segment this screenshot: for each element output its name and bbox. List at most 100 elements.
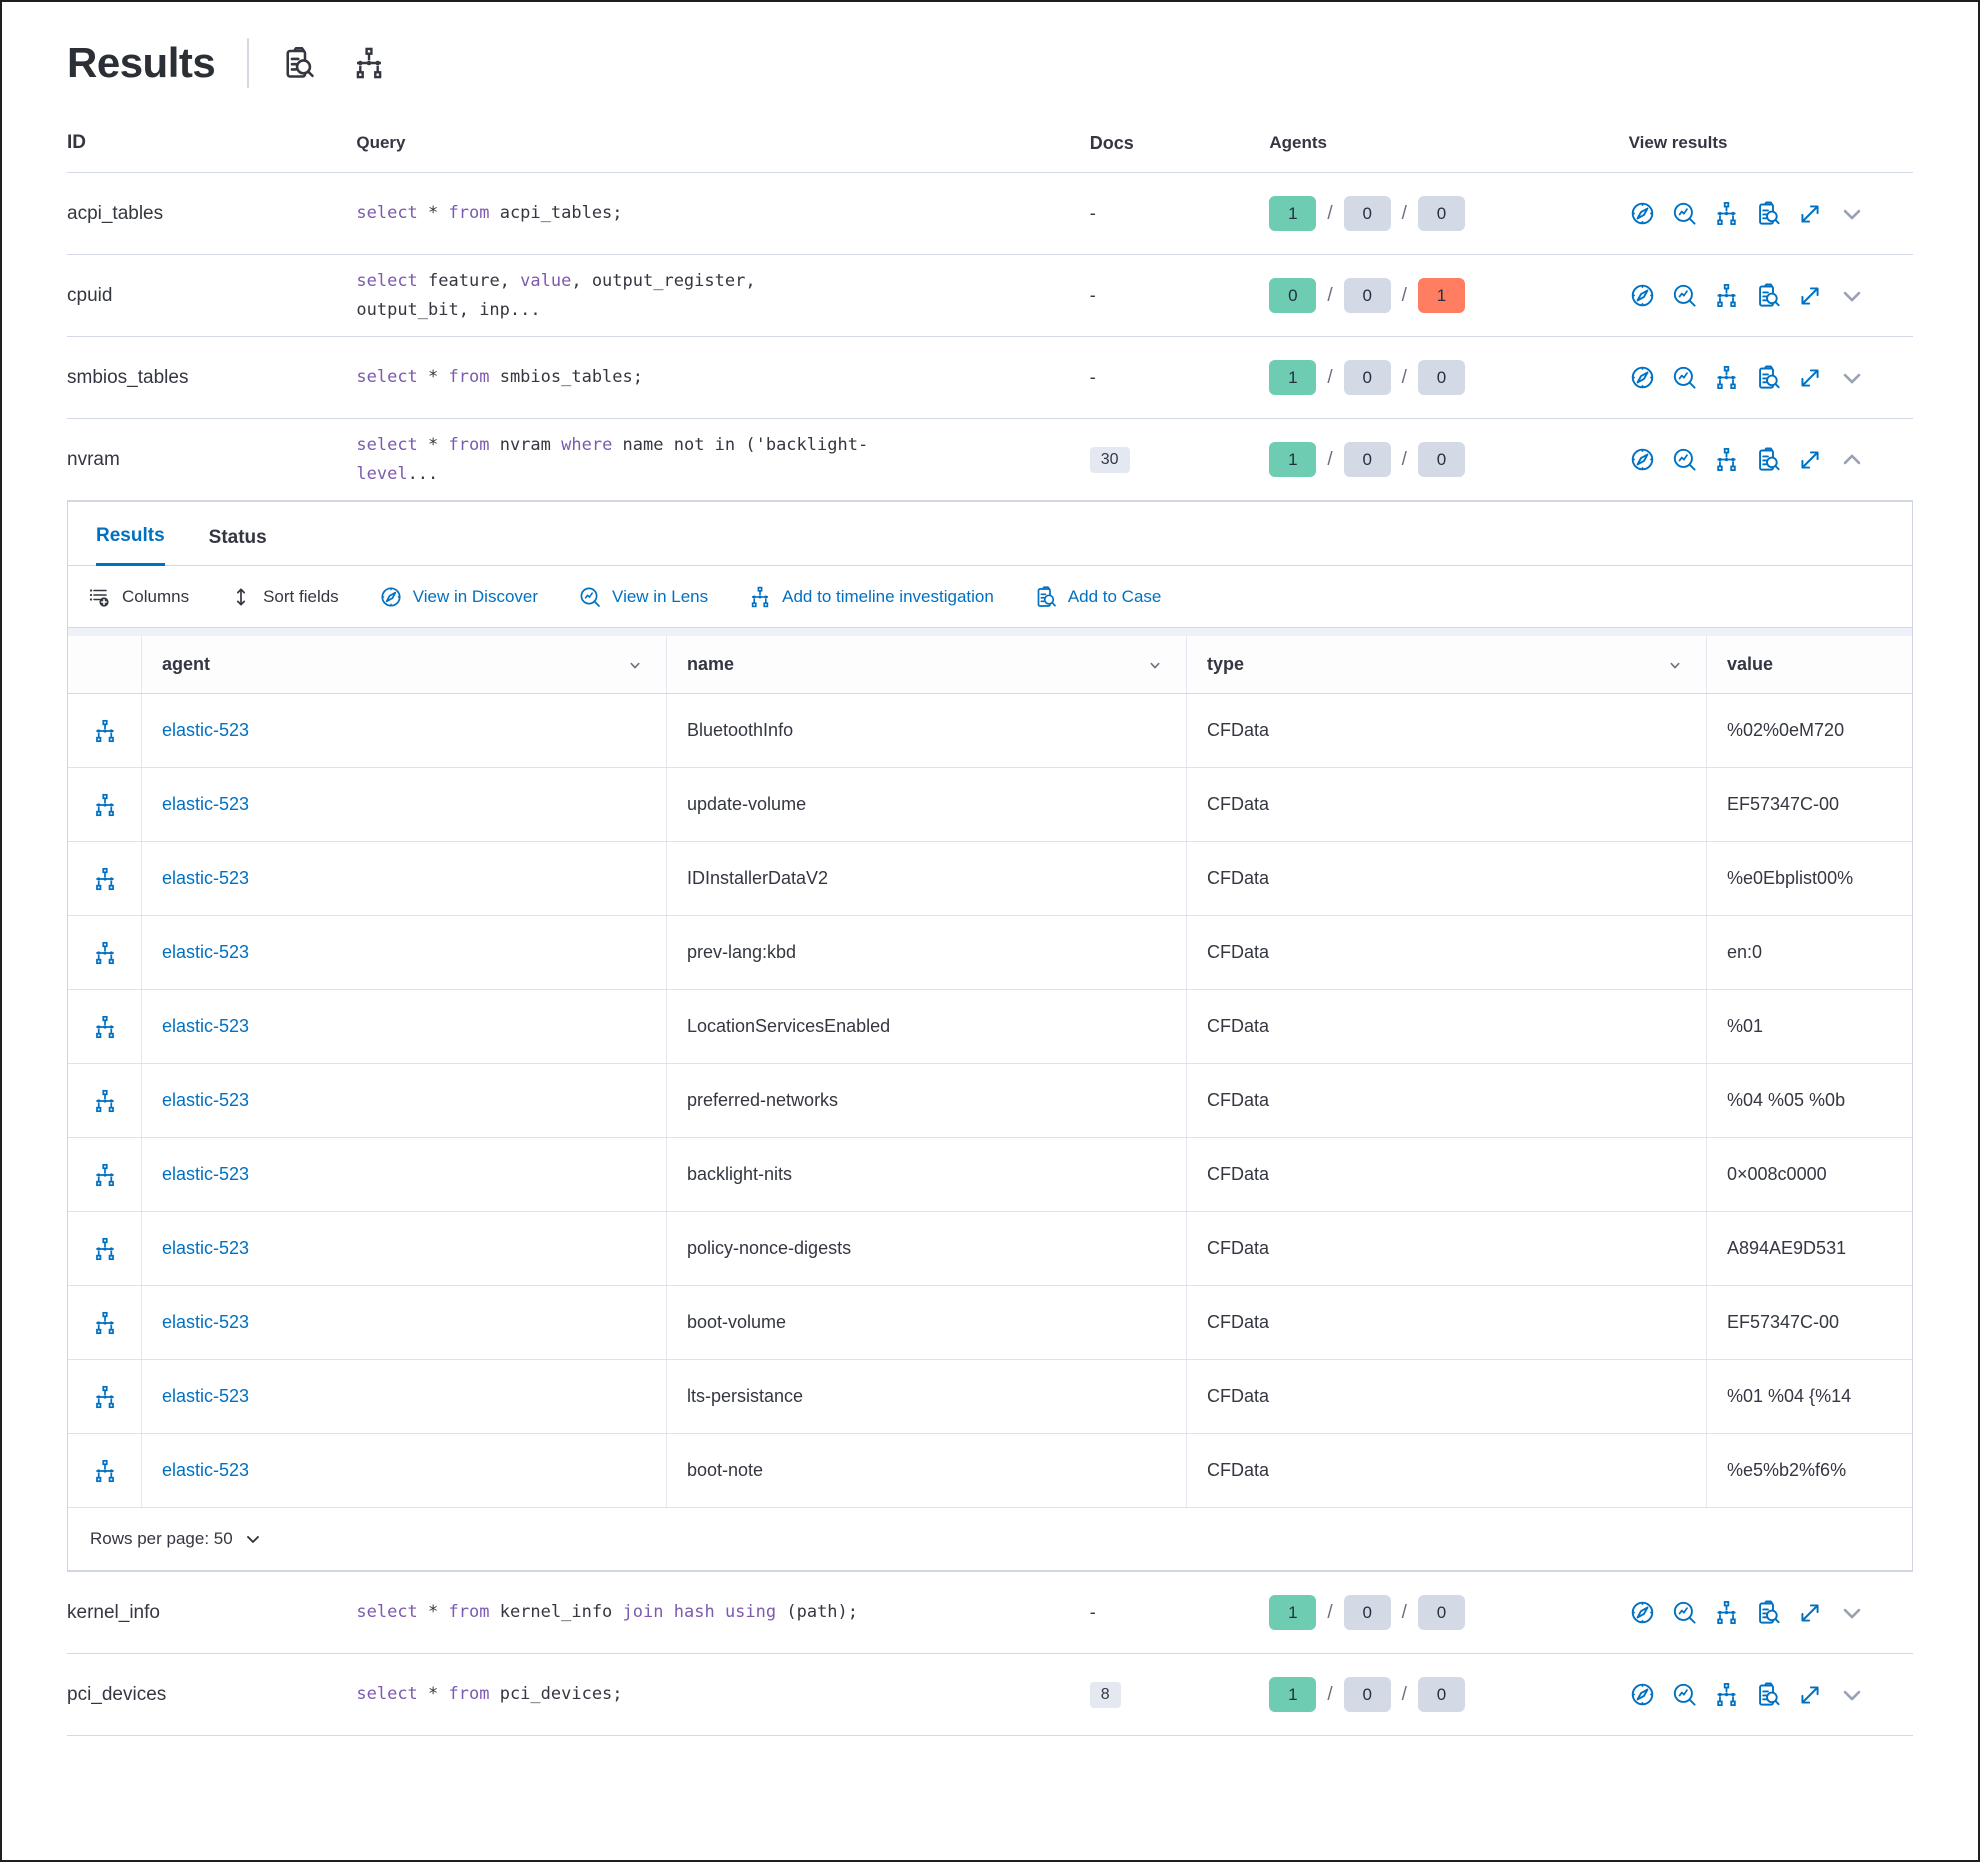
expand-icon[interactable] xyxy=(1797,283,1823,309)
timeline-icon[interactable] xyxy=(1713,200,1740,227)
expand-icon[interactable] xyxy=(1797,1600,1823,1626)
query-row-smbios-tables: smbios_tables select * from smbios_table… xyxy=(67,337,1913,419)
lens-icon[interactable] xyxy=(1671,200,1698,227)
agents-failed-badge: 1 xyxy=(1417,278,1465,313)
agent-link[interactable]: elastic-523 xyxy=(162,1460,250,1480)
chevron-down-icon[interactable] xyxy=(1838,282,1866,310)
timeline-icon[interactable] xyxy=(92,940,118,966)
timeline-icon[interactable] xyxy=(92,718,118,744)
agent-link[interactable]: elastic-523 xyxy=(162,868,250,888)
add-to-case-button[interactable]: Add to Case xyxy=(1034,585,1161,609)
grid-body: elastic-523 BluetoothInfo CFData %02%0eM… xyxy=(68,694,1912,1508)
expand-icon[interactable] xyxy=(1797,447,1823,473)
timeline-icon[interactable] xyxy=(1713,364,1740,391)
result-row: elastic-523 boot-note CFData %e5%b2%f6% xyxy=(68,1434,1912,1508)
result-row: elastic-523 policy-nonce-digests CFData … xyxy=(68,1212,1912,1286)
timeline-icon[interactable] xyxy=(92,1236,118,1262)
lens-icon[interactable] xyxy=(1671,1681,1698,1708)
timeline-icon[interactable] xyxy=(92,1162,118,1188)
timeline-diagram-icon[interactable] xyxy=(351,45,387,81)
chevron-down-icon[interactable] xyxy=(1664,654,1686,676)
agents-status: 1/0/0 xyxy=(1269,360,1628,395)
col-header-type[interactable]: type xyxy=(1187,636,1707,693)
agent-link[interactable]: elastic-523 xyxy=(162,1164,250,1184)
agent-link[interactable]: elastic-523 xyxy=(162,794,250,814)
columns-button[interactable]: Columns xyxy=(88,585,189,609)
expand-icon[interactable] xyxy=(1797,201,1823,227)
timeline-icon[interactable] xyxy=(92,866,118,892)
add-to-case-icon[interactable] xyxy=(1755,364,1782,391)
chevron-down-icon[interactable] xyxy=(1838,200,1866,228)
col-header-name[interactable]: name xyxy=(667,636,1187,693)
agent-link[interactable]: elastic-523 xyxy=(162,1016,250,1036)
timeline-icon[interactable] xyxy=(92,1384,118,1410)
discover-icon[interactable] xyxy=(1629,200,1656,227)
result-row: elastic-523 prev-lang:kbd CFData en:0 xyxy=(68,916,1912,990)
query-id: acpi_tables xyxy=(67,202,164,224)
lens-icon[interactable] xyxy=(1671,446,1698,473)
expand-icon[interactable] xyxy=(1797,1682,1823,1708)
timeline-icon[interactable] xyxy=(1713,1599,1740,1626)
docs-count: - xyxy=(1089,1602,1096,1622)
agent-link[interactable]: elastic-523 xyxy=(162,1312,250,1332)
lens-icon[interactable] xyxy=(1671,364,1698,391)
query-id: pci_devices xyxy=(67,1683,167,1705)
timeline-icon[interactable] xyxy=(92,1088,118,1114)
discover-icon[interactable] xyxy=(1629,1599,1656,1626)
inspect-icon[interactable] xyxy=(281,45,317,81)
timeline-icon[interactable] xyxy=(92,1310,118,1336)
view-results-actions xyxy=(1629,1599,1913,1627)
add-to-timeline-button[interactable]: Add to timeline investigation xyxy=(748,585,994,609)
queries-table: ID Query Docs Agents View results acpi_t… xyxy=(67,102,1913,501)
add-to-case-icon[interactable] xyxy=(1755,1599,1782,1626)
add-to-case-icon[interactable] xyxy=(1755,200,1782,227)
lens-icon[interactable] xyxy=(1671,282,1698,309)
view-in-lens-button[interactable]: View in Lens xyxy=(578,585,708,609)
timeline-icon[interactable] xyxy=(1713,282,1740,309)
agent-link[interactable]: elastic-523 xyxy=(162,720,250,740)
sort-fields-button[interactable]: Sort fields xyxy=(229,585,339,609)
discover-icon[interactable] xyxy=(1629,364,1656,391)
chevron-down-icon[interactable] xyxy=(1838,364,1866,392)
agents-status: 1/0/0 xyxy=(1269,442,1628,477)
view-results-actions xyxy=(1629,446,1913,474)
discover-icon[interactable] xyxy=(1629,446,1656,473)
chevron-down-icon[interactable] xyxy=(1838,1681,1866,1709)
view-results-actions xyxy=(1629,282,1913,310)
timeline-icon[interactable] xyxy=(1713,1681,1740,1708)
agent-link[interactable]: elastic-523 xyxy=(162,1386,250,1406)
tab-results[interactable]: Results xyxy=(96,525,165,566)
discover-icon[interactable] xyxy=(1629,282,1656,309)
discover-icon[interactable] xyxy=(1629,1681,1656,1708)
queries-table-bottom: kernel_info select * from kernel_info jo… xyxy=(67,1572,1913,1736)
agents-status: 1/0/0 xyxy=(1269,1595,1628,1630)
expand-icon[interactable] xyxy=(1797,365,1823,391)
result-row: elastic-523 preferred-networks CFData %0… xyxy=(68,1064,1912,1138)
lens-icon[interactable] xyxy=(1671,1599,1698,1626)
timeline-icon[interactable] xyxy=(92,1014,118,1040)
timeline-icon[interactable] xyxy=(92,1458,118,1484)
chevron-down-icon[interactable] xyxy=(624,654,646,676)
rows-per-page-button[interactable]: Rows per page: 50 xyxy=(90,1529,263,1549)
value-cell: %e0Ebplist00% xyxy=(1727,868,1854,888)
add-to-case-icon[interactable] xyxy=(1755,446,1782,473)
add-to-case-icon[interactable] xyxy=(1755,1681,1782,1708)
agents-success-badge: 0 xyxy=(1269,278,1317,313)
col-header-agent[interactable]: agent xyxy=(142,636,667,693)
view-in-discover-button[interactable]: View in Discover xyxy=(379,585,538,609)
agent-link[interactable]: elastic-523 xyxy=(162,1090,250,1110)
type-cell: CFData xyxy=(1187,768,1707,841)
agents-pending-badge: 0 xyxy=(1343,442,1391,477)
chevron-down-icon[interactable] xyxy=(1144,654,1166,676)
chevron-down-icon[interactable] xyxy=(1838,1599,1866,1627)
agent-link[interactable]: elastic-523 xyxy=(162,1238,250,1258)
timeline-icon[interactable] xyxy=(1713,446,1740,473)
chevron-up-icon[interactable] xyxy=(1838,446,1866,474)
col-header-value[interactable]: value xyxy=(1727,654,1774,674)
add-to-case-icon[interactable] xyxy=(1755,282,1782,309)
timeline-icon[interactable] xyxy=(92,792,118,818)
agent-link[interactable]: elastic-523 xyxy=(162,942,250,962)
tab-status[interactable]: Status xyxy=(208,527,267,548)
agents-failed-badge: 0 xyxy=(1417,442,1465,477)
discover-icon xyxy=(379,585,403,609)
